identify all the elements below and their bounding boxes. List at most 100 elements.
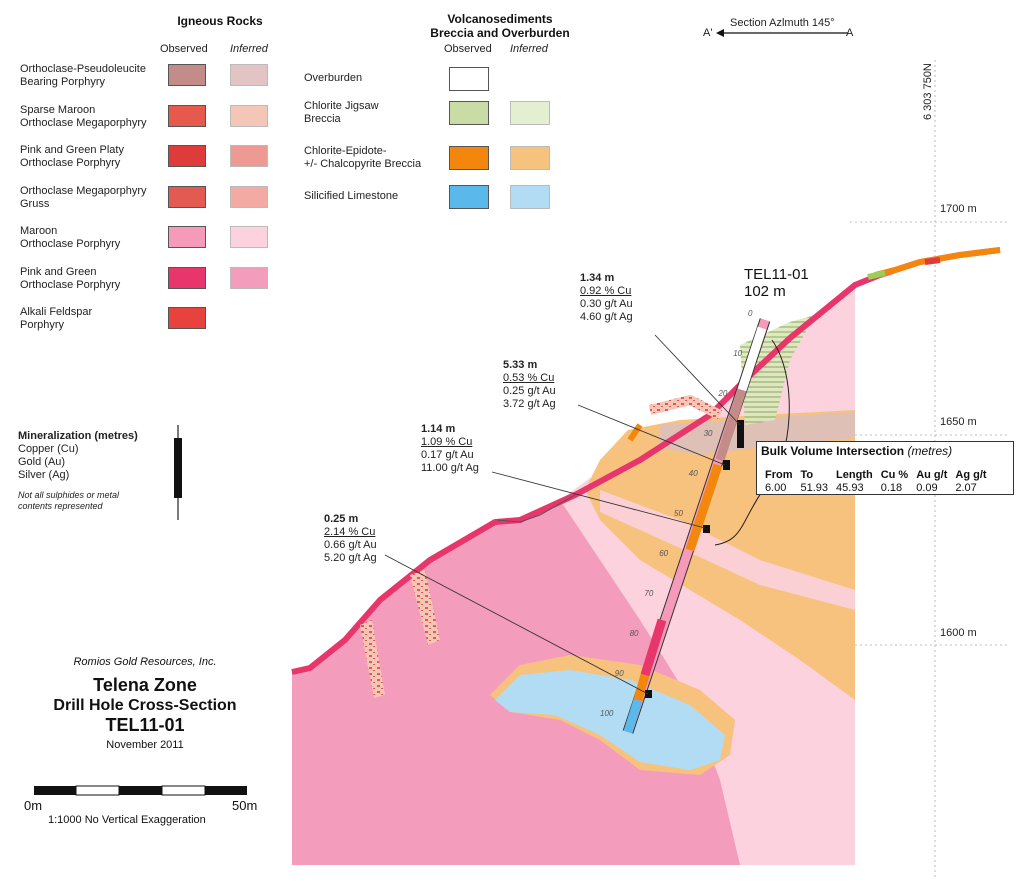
surface-right-segment (874, 247, 1001, 278)
bulk-value-row: 6.00 51.93 45.93 0.18 0.09 2.07 (761, 482, 991, 495)
bulk-value-au: 0.09 (916, 482, 938, 494)
bulk-value-to: 51.93 (800, 482, 829, 494)
intercept-2-ag: 3.72 g/t Ag (503, 398, 556, 410)
surface-red-segment (924, 257, 941, 265)
igneous-observed-swatch (168, 266, 206, 289)
volcano-title-line2: Breccia and Overburden (430, 26, 570, 40)
igneous-unit-line1: Maroon (20, 225, 58, 237)
igneous-unit-line2: Orthoclase Porphyry (20, 278, 121, 291)
igneous-unit-line1: Pink and Green (20, 265, 97, 278)
igneous-unit-line2: Orthoclase Porphyry (20, 157, 121, 169)
igneous-unit-line1: Alkali Feldspar (20, 306, 93, 318)
volcano-inferred-heading: Inferred (510, 43, 548, 55)
volcano-inferred-swatch (510, 185, 550, 209)
volcano-observed-swatch (449, 101, 489, 125)
igneous-unit-line1: Sparse Maroon (20, 103, 96, 116)
intercept-3: 1.14 m 1.09 % Cu 0.17 g/t Au 11.00 g/t A… (421, 423, 479, 475)
mineralization-title: Mineralization (metres) (18, 430, 138, 442)
leader-3 (491, 471, 706, 529)
title-date: November 2011 (106, 739, 184, 751)
bulk-value-from: 6.00 (765, 482, 787, 494)
mineral-bar-4 (645, 690, 652, 698)
igneous-unit-label: Orthoclase-Pseudoleucite Bearing Porphyry (20, 63, 146, 89)
unit-limestone (495, 670, 725, 770)
volcano-unit-line1: Overburden (304, 72, 363, 84)
bulk-header-from: From (765, 469, 793, 481)
intercept-4: 0.25 m 2.14 % Cu 0.66 g/t Au 5.20 g/t Ag (324, 513, 377, 565)
igneous-unit-label: Alkali Feldspar Porphyry (20, 306, 92, 332)
title-block: Romios Gold Resources, Inc. Telena Zone … (20, 655, 270, 752)
igneous-unit-line1: Pink and Green Platy (20, 144, 124, 156)
leader-4 (384, 554, 649, 695)
leader-2 (577, 404, 726, 466)
scale-bar (34, 785, 247, 796)
surface-green-segment (867, 270, 886, 280)
mineralization-ag: Silver (Ag) (18, 469, 70, 481)
azimuth-label: Section Azlmuth 145° (730, 17, 835, 29)
volcano-unit-label: Overburden (304, 72, 362, 85)
unit-pseudoleucite (660, 412, 855, 455)
elevation-1650: 1650 m (940, 416, 977, 428)
title-line-3: TEL11-01 (105, 715, 185, 735)
igneous-unit-label: Pink and Green Platy Orthoclase Porphyry (20, 144, 124, 170)
volcano-unit-label: Chlorite-Epidote- +/- Chalcopyrite Brecci… (304, 145, 421, 171)
intercept-4-ag: 5.20 g/t Ag (324, 552, 377, 564)
igneous-inferred-swatch (230, 226, 268, 248)
igneous-unit-line2: Orthoclase Porphyry (20, 238, 121, 250)
drill-hole-label: TEL11-01 102 m (744, 266, 809, 300)
intercept-2-cu: 0.53 % Cu (503, 372, 555, 384)
bulk-header-au: Au g/t (916, 469, 948, 481)
intercept-3-au: 0.17 g/t Au (421, 449, 474, 461)
volcano-title-line1: Volcanosediments (447, 12, 553, 26)
igneous-inferred-swatch (230, 145, 268, 167)
dyke-left-2 (360, 620, 385, 698)
mineral-bar-2 (723, 460, 730, 470)
bulk-unit: (metres) (907, 444, 953, 458)
intercept-1: 1.34 m 0.92 % Cu 0.30 g/t Au 4.60 g/t Ag (580, 272, 633, 324)
scale-note: 1:1000 No Vertical Exaggeration (48, 814, 206, 826)
depth-tick-label: 100 (600, 709, 614, 718)
volcano-unit-line1: Chlorite-Epidote- (304, 145, 387, 157)
mineral-bar-1 (737, 420, 744, 448)
bulk-value-cu: 0.18 (880, 482, 903, 494)
depth-tick-label: 20 (717, 389, 727, 398)
volcano-unit-label: Chlorite Jigsaw Breccia (304, 100, 379, 126)
igneous-unit-line1: Orthoclase Megaporphyry (20, 184, 147, 197)
intercept-2: 5.33 m 0.53 % Cu 0.25 g/t Au 3.72 g/t Ag (503, 359, 556, 411)
bulk-title: Bulk Volume Intersection (761, 444, 905, 458)
igneous-observed-swatch (168, 185, 206, 208)
surface-overburden (496, 494, 576, 523)
igneous-unit-line2: Gruss (20, 197, 50, 210)
intercept-1-width: 1.34 m (580, 272, 615, 284)
dyke-left-1 (410, 570, 440, 645)
intercept-1-au: 0.30 g/t Au (580, 298, 633, 310)
igneous-inferred-swatch (230, 266, 268, 289)
igneous-inferred-swatch (230, 185, 268, 208)
intercept-4-au: 0.66 g/t Au (324, 539, 377, 551)
depth-tick-label: 70 (644, 589, 653, 598)
mineralization-cu: Copper (Cu) (18, 443, 79, 455)
depth-tick-label: 30 (704, 429, 713, 438)
drill-hole-name: TEL11-01 (744, 266, 809, 283)
unit-pink-strip (600, 490, 855, 610)
drill-hole-length: 102 m (744, 283, 786, 300)
northing-label: 6 303 750N (922, 63, 934, 120)
bulk-header-ag: Ag g/t (955, 469, 987, 481)
intercept-1-ag: 4.60 g/t Ag (580, 311, 633, 323)
igneous-observed-swatch (168, 145, 206, 167)
volcano-observed-swatch (449, 185, 489, 209)
igneous-unit-label: Maroon Orthoclase Porphyry (20, 225, 120, 251)
intercept-2-width: 5.33 m (503, 359, 538, 371)
bulk-value-length: 45.93 (836, 482, 864, 494)
igneous-unit-label: Pink and Green Orthoclase Porphyry (20, 266, 120, 292)
intercept-2-au: 0.25 g/t Au (503, 385, 556, 397)
igneous-unit-line2: Porphyry (20, 319, 65, 331)
depth-tick-label: 60 (659, 549, 668, 558)
volcano-observed-heading: Observed (444, 43, 492, 55)
bulk-value-ag: 2.07 (955, 482, 977, 494)
depth-tick-label: 80 (630, 629, 639, 638)
mineralization-legend: Mineralization (metres) Copper (Cu) Gold… (18, 430, 138, 512)
volcano-unit-line1: Chlorite Jigsaw (304, 100, 379, 112)
mineralization-note-2: contents represented (18, 501, 103, 511)
volcano-unit-label: Silicified Limestone (304, 190, 398, 203)
